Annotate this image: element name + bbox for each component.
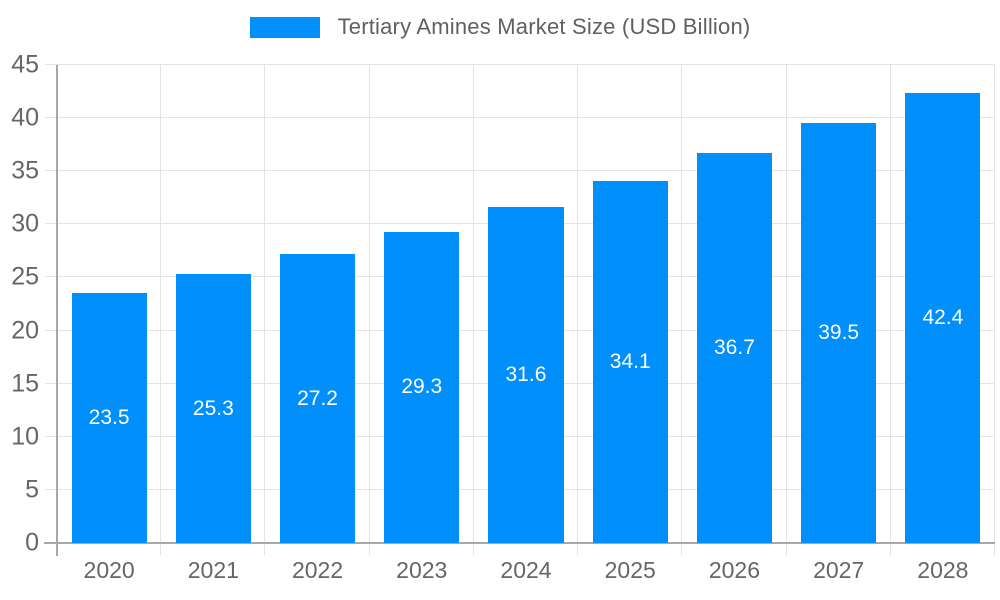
grid-line-horizontal	[45, 117, 995, 119]
grid-line-vertical	[472, 65, 474, 555]
bar-value-label: 34.1	[609, 349, 651, 373]
bar[interactable]: 36.7	[696, 153, 772, 543]
y-axis-tick-label: 10	[11, 422, 39, 451]
x-axis-tick-label: 2020	[83, 557, 135, 583]
grid-line-horizontal	[45, 170, 995, 172]
grid-line-vertical	[368, 65, 370, 555]
y-axis-tick-label: 30	[11, 209, 39, 238]
legend-item[interactable]: Tertiary Amines Market Size (USD Billion…	[0, 14, 1000, 40]
y-axis-tick-label: 0	[25, 528, 39, 557]
grid-line-vertical	[160, 65, 162, 555]
legend-swatch	[249, 16, 320, 38]
bar-value-label: 39.5	[818, 321, 860, 345]
grid-line-horizontal	[45, 64, 995, 65]
bar-value-label: 42.4	[922, 305, 964, 329]
bar-value-label: 23.5	[88, 406, 130, 430]
bar[interactable]: 39.5	[801, 123, 877, 543]
bar-value-label: 25.3	[192, 396, 234, 420]
y-axis-tick-label: 25	[11, 262, 39, 291]
grid-line-vertical	[681, 65, 683, 555]
x-axis-tick-label: 2023	[396, 557, 448, 583]
bar[interactable]: 27.2	[280, 254, 356, 543]
x-axis-tick-label: 2022	[291, 557, 344, 583]
y-axis-tick-label: 40	[11, 103, 39, 132]
bar[interactable]: 25.3	[175, 274, 251, 543]
plot-area: 0 5 10 15 20 25 30 35 40 45 23.5 2020 25.3 2021 27.2 20…	[11, 52, 995, 582]
bar-value-label: 31.6	[505, 363, 547, 387]
grid-line-vertical	[785, 65, 787, 555]
legend-label: Tertiary Amines Market Size (USD Billion…	[337, 14, 751, 39]
x-axis-tick-label: 2028	[917, 557, 969, 583]
x-axis-tick-label: 2021	[187, 557, 239, 583]
grid-line-vertical	[577, 65, 579, 555]
x-axis-tick-label: 2026	[708, 557, 761, 583]
y-axis-tick-label: 15	[11, 369, 39, 398]
bar[interactable]: 31.6	[488, 207, 564, 543]
y-axis-tick-label: 5	[25, 475, 39, 504]
x-axis-tick-label: 2025	[604, 557, 656, 583]
x-axis-line	[44, 542, 995, 544]
y-axis-tick-label: 45	[11, 50, 39, 79]
y-axis-tick-label: 20	[11, 316, 39, 345]
x-axis-tick-label: 2024	[500, 557, 552, 583]
grid-line-vertical	[994, 65, 995, 555]
bar-value-label: 29.3	[401, 375, 443, 399]
bar[interactable]: 23.5	[71, 293, 147, 543]
bar[interactable]: 34.1	[592, 180, 668, 543]
x-axis-tick-label: 2027	[813, 557, 865, 583]
bar[interactable]: 29.3	[384, 231, 460, 543]
bar-value-label: 36.7	[714, 336, 755, 360]
y-axis-tick-label: 35	[11, 156, 39, 185]
bar[interactable]: 42.4	[905, 92, 981, 543]
grid-line-vertical	[264, 65, 266, 555]
grid-line-vertical	[889, 65, 891, 555]
y-axis-line	[56, 65, 58, 556]
bar-value-label: 27.2	[297, 386, 338, 410]
